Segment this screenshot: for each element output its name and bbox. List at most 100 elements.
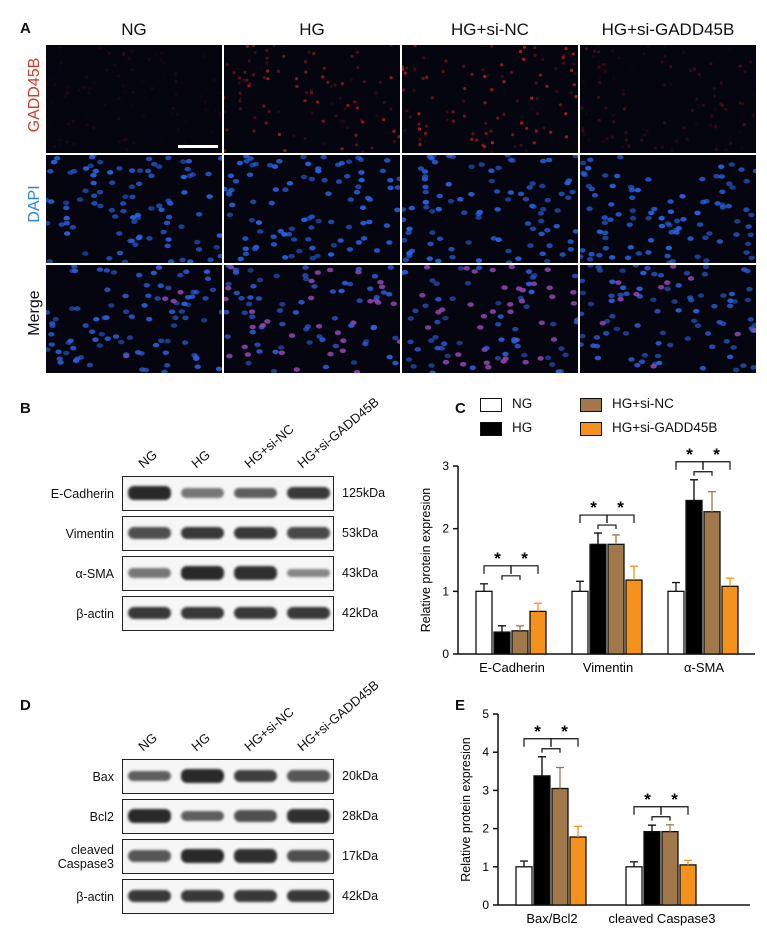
x-category-label: cleaved Caspase3 bbox=[609, 911, 716, 926]
blot-band bbox=[128, 770, 171, 782]
blot-label-2: Bcl2 bbox=[89, 809, 114, 824]
lane-label-2: HG bbox=[187, 446, 213, 471]
bar bbox=[511, 630, 529, 655]
blot-band bbox=[128, 850, 171, 862]
bar bbox=[679, 864, 697, 906]
blot-kda-1: 20kDa bbox=[342, 768, 379, 783]
blot-band bbox=[287, 606, 330, 620]
blot-band bbox=[181, 889, 224, 903]
blot-band bbox=[287, 889, 330, 903]
blot-strip-2 bbox=[122, 516, 334, 551]
legend-label-4: HG+si-GADD45B bbox=[612, 420, 718, 435]
micrograph-dapi-1 bbox=[46, 155, 222, 263]
panel-letter-a: A bbox=[20, 20, 31, 37]
legend-label-1: NG bbox=[512, 396, 533, 411]
blot-band bbox=[234, 769, 277, 783]
significance-star: * bbox=[534, 722, 541, 741]
blot-label-1: E-Cadherin bbox=[50, 486, 114, 501]
group-bracket bbox=[597, 524, 617, 530]
legend-label-2: HG bbox=[512, 420, 533, 435]
blot-label-4: β-actin bbox=[76, 606, 114, 621]
lane-label-4: HG+si-GADD45B bbox=[293, 394, 382, 471]
blot-band bbox=[234, 606, 277, 620]
y-tick-label: 3 bbox=[442, 459, 449, 473]
blot-band bbox=[128, 486, 171, 500]
blot-label-2: Vimentin bbox=[65, 526, 114, 541]
significance-star: * bbox=[617, 498, 624, 517]
y-axis-label: Relative protein expresion bbox=[420, 488, 433, 633]
lane-label-2: HG bbox=[187, 729, 213, 754]
blot-band bbox=[234, 889, 277, 903]
group-bracket bbox=[541, 748, 561, 753]
legend-swatch-1 bbox=[480, 398, 502, 412]
micrograph-merge-4 bbox=[580, 265, 756, 373]
blot-band bbox=[234, 566, 277, 580]
bar bbox=[529, 610, 547, 655]
scale-bar bbox=[178, 145, 218, 148]
blot-strip-4 bbox=[122, 596, 334, 631]
column-header-hg-si-gadd45b: HG+si-GADD45B bbox=[601, 20, 735, 39]
bar bbox=[667, 590, 685, 655]
bar bbox=[571, 590, 589, 655]
y-tick-label: 0 bbox=[482, 898, 489, 912]
blot-band bbox=[128, 809, 171, 823]
panel-letter-b: B bbox=[20, 400, 31, 417]
blot-band bbox=[287, 486, 330, 500]
lane-label-1: NG bbox=[134, 729, 160, 754]
blot-strip-1 bbox=[122, 759, 334, 794]
x-category-label: E-Cadherin bbox=[479, 660, 545, 675]
significance-star: * bbox=[644, 790, 651, 809]
micrograph-gadd45b-4 bbox=[580, 45, 756, 153]
blot-band bbox=[287, 568, 330, 578]
bar bbox=[643, 831, 661, 906]
column-header-ng: NG bbox=[121, 20, 147, 39]
y-tick-label: 1 bbox=[442, 584, 449, 598]
bar bbox=[685, 499, 703, 655]
column-header-hg: HG bbox=[299, 20, 325, 39]
bar bbox=[589, 543, 607, 655]
bar bbox=[551, 787, 569, 906]
lane-label-4: HG+si-GADD45B bbox=[293, 677, 382, 754]
microscopy-grid bbox=[46, 45, 758, 379]
blot-band bbox=[181, 849, 224, 863]
blot-strip-4 bbox=[122, 879, 334, 914]
blot-strip-2 bbox=[122, 799, 334, 834]
blot-strip-1 bbox=[122, 476, 334, 511]
y-tick-label: 4 bbox=[482, 745, 489, 759]
blot-band bbox=[234, 526, 277, 540]
bar bbox=[515, 866, 533, 906]
significance-bracket bbox=[606, 514, 635, 524]
significance-bracket bbox=[550, 738, 579, 747]
significance-star: * bbox=[561, 722, 568, 741]
group-bracket bbox=[651, 816, 671, 821]
significance-star: * bbox=[671, 790, 678, 809]
micrograph-dapi-4 bbox=[580, 155, 756, 263]
legend-swatch-3 bbox=[580, 398, 602, 412]
group-bracket bbox=[693, 471, 713, 476]
micrograph-dapi-3 bbox=[402, 155, 578, 263]
blot-band bbox=[287, 527, 330, 539]
blot-label-4: β-actin bbox=[76, 889, 114, 904]
blot-kda-1: 125kDa bbox=[342, 485, 386, 500]
bar bbox=[569, 836, 587, 906]
micrograph-dapi-2 bbox=[224, 155, 400, 263]
significance-star: * bbox=[521, 549, 528, 568]
blot-strip-3 bbox=[122, 839, 334, 874]
group-bracket bbox=[501, 575, 521, 580]
blot-band bbox=[128, 889, 171, 903]
significance-bracket bbox=[660, 806, 689, 815]
panel-letter-d: D bbox=[20, 697, 31, 714]
micrograph-gadd45b-2 bbox=[224, 45, 400, 153]
micrograph-gadd45b-3 bbox=[402, 45, 578, 153]
blot-band bbox=[287, 770, 330, 782]
blot-kda-2: 28kDa bbox=[342, 808, 379, 823]
micrograph-merge-1 bbox=[46, 265, 222, 373]
bar bbox=[493, 631, 511, 655]
blot-band bbox=[128, 606, 171, 620]
blot-kda-3: 43kDa bbox=[342, 565, 379, 580]
lane-label-3: HG+si-NC bbox=[240, 421, 297, 471]
row-label-gadd45b: GADD45B bbox=[26, 57, 43, 133]
blot-band bbox=[181, 488, 224, 498]
significance-star: * bbox=[686, 448, 693, 464]
significance-star: * bbox=[590, 498, 597, 517]
